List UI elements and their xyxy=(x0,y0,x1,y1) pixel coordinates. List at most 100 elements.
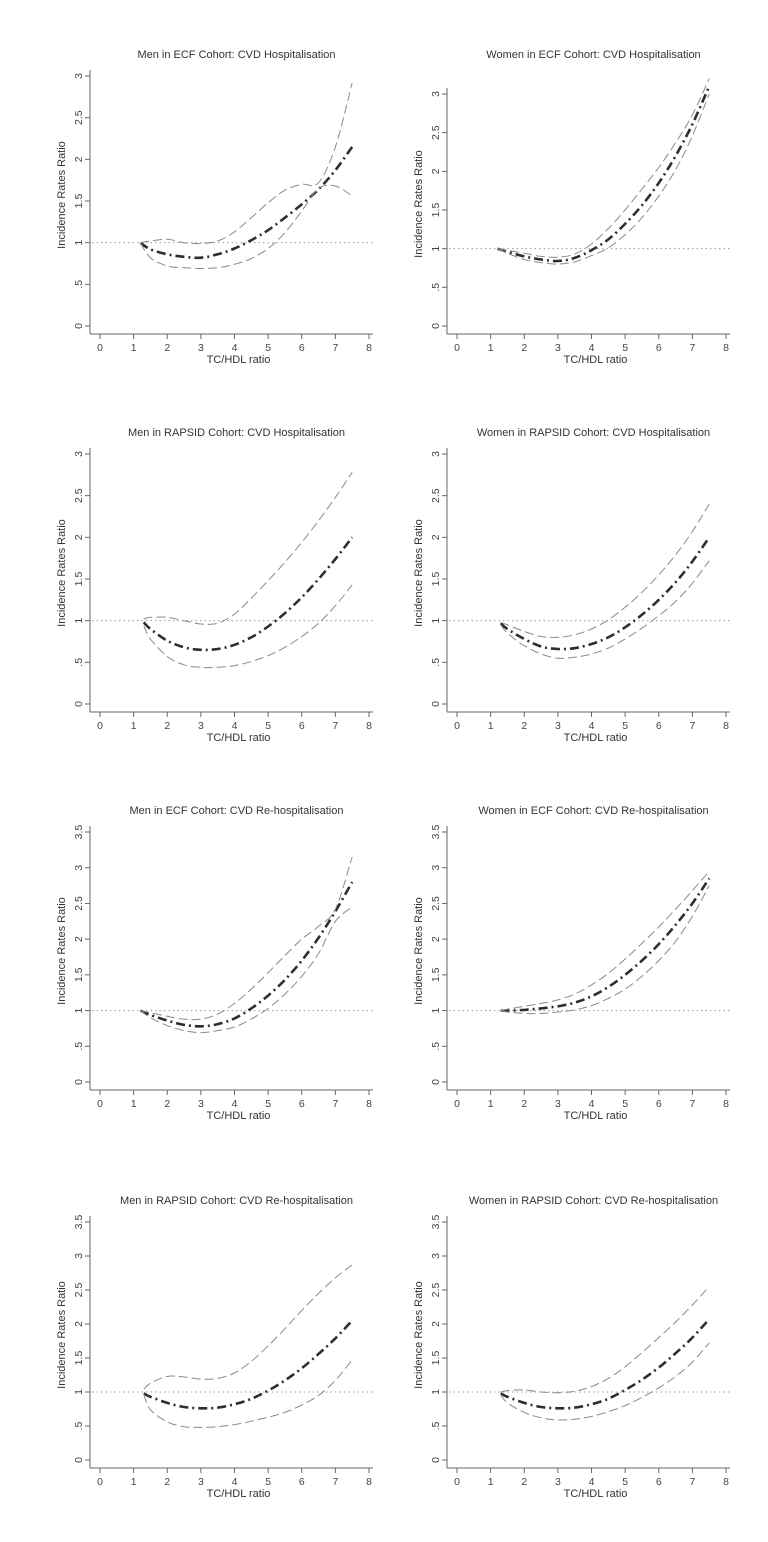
y-tick-label: 2.5 xyxy=(73,1283,85,1298)
y-axis-label: Incidence Rates Ratio xyxy=(56,141,68,249)
x-tick-label: 6 xyxy=(299,720,305,732)
upper-ci-line xyxy=(501,871,710,1010)
x-tick-label: 2 xyxy=(521,720,527,732)
y-tick-label: 2 xyxy=(430,168,442,174)
x-tick-label: 6 xyxy=(656,1476,662,1488)
x-axis-label: TC/HDL ratio xyxy=(207,1488,271,1500)
x-axis-label: TC/HDL ratio xyxy=(564,732,628,744)
lower-ci-line xyxy=(497,94,709,264)
y-tick-label: 1 xyxy=(73,1007,85,1013)
estimate-line xyxy=(501,537,710,649)
y-tick-label: .5 xyxy=(430,283,442,292)
chart-panel-6: Women in ECF Cohort: CVD Re-hospitalisat… xyxy=(413,805,730,1122)
y-axis-label: Incidence Rates Ratio xyxy=(413,150,425,258)
x-tick-label: 6 xyxy=(299,1098,305,1110)
y-tick-label: 3.5 xyxy=(430,1215,442,1230)
y-axis-label: Incidence Rates Ratio xyxy=(56,519,68,627)
upper-ci-line xyxy=(144,472,353,624)
estimate-line xyxy=(140,882,352,1026)
x-tick-label: 1 xyxy=(131,1098,137,1110)
y-tick-label: 1 xyxy=(430,1389,442,1395)
x-tick-label: 1 xyxy=(131,342,137,354)
x-tick-label: 1 xyxy=(131,720,137,732)
chart-panel-2: Women in ECF Cohort: CVD Hospitalisation… xyxy=(413,49,730,366)
y-tick-label: 0 xyxy=(73,1457,85,1463)
y-tick-label: 1.5 xyxy=(430,203,442,218)
x-axis-label: TC/HDL ratio xyxy=(207,732,271,744)
x-tick-label: 8 xyxy=(366,342,372,354)
x-tick-label: 0 xyxy=(97,720,103,732)
upper-ci-line xyxy=(140,83,352,244)
x-tick-label: 0 xyxy=(97,1476,103,1488)
chart-title: Men in ECF Cohort: CVD Hospitalisation xyxy=(137,49,335,61)
chart-title: Men in RAPSID Cohort: CVD Hospitalisatio… xyxy=(128,427,345,439)
x-tick-label: 1 xyxy=(488,720,494,732)
y-tick-label: 1 xyxy=(73,1389,85,1395)
x-tick-label: 5 xyxy=(622,1476,628,1488)
y-tick-label: 1 xyxy=(430,618,442,624)
x-axis-label: TC/HDL ratio xyxy=(564,354,628,366)
y-tick-label: 1 xyxy=(73,618,85,624)
x-tick-label: 1 xyxy=(488,1098,494,1110)
y-tick-label: .5 xyxy=(430,658,442,667)
y-tick-label: 0 xyxy=(430,323,442,329)
y-tick-label: 2.5 xyxy=(73,488,85,503)
x-tick-label: 7 xyxy=(332,1476,338,1488)
estimate-line xyxy=(144,537,353,650)
x-tick-label: 8 xyxy=(366,720,372,732)
lower-ci-line xyxy=(501,561,710,659)
x-tick-label: 7 xyxy=(332,1098,338,1110)
estimate-line xyxy=(501,1319,710,1408)
x-tick-label: 2 xyxy=(164,342,170,354)
y-tick-label: 3 xyxy=(430,865,442,871)
x-tick-label: 1 xyxy=(131,1476,137,1488)
x-tick-label: 4 xyxy=(232,720,238,732)
y-axis-label: Incidence Rates Ratio xyxy=(56,1281,68,1389)
x-tick-label: 0 xyxy=(454,1476,460,1488)
y-tick-label: 2.5 xyxy=(73,896,85,911)
y-tick-label: 3.5 xyxy=(73,1215,85,1230)
x-axis-label: TC/HDL ratio xyxy=(207,1110,271,1122)
upper-ci-line xyxy=(144,1265,353,1390)
lower-ci-line xyxy=(140,907,352,1033)
x-tick-label: 8 xyxy=(723,720,729,732)
y-tick-label: .5 xyxy=(73,1042,85,1051)
x-tick-label: 0 xyxy=(454,720,460,732)
lower-ci-line xyxy=(140,185,352,268)
y-tick-label: 1 xyxy=(73,240,85,246)
y-tick-label: 2 xyxy=(73,534,85,540)
x-tick-label: 3 xyxy=(198,720,204,732)
x-tick-label: 4 xyxy=(589,342,595,354)
x-tick-label: 7 xyxy=(689,1476,695,1488)
x-tick-label: 8 xyxy=(723,1098,729,1110)
y-tick-label: 3 xyxy=(73,451,85,457)
upper-ci-line xyxy=(140,857,352,1020)
y-axis-label: Incidence Rates Ratio xyxy=(413,1281,425,1389)
x-tick-label: 8 xyxy=(366,1476,372,1488)
y-axis-label: Incidence Rates Ratio xyxy=(413,519,425,627)
y-tick-label: 2 xyxy=(430,1321,442,1327)
x-tick-label: 5 xyxy=(265,1098,271,1110)
x-tick-label: 4 xyxy=(589,1476,595,1488)
chart-title: Women in ECF Cohort: CVD Re-hospitalisat… xyxy=(478,805,708,817)
x-tick-label: 8 xyxy=(366,1098,372,1110)
x-tick-label: 7 xyxy=(689,1098,695,1110)
chart-title: Men in RAPSID Cohort: CVD Re-hospitalisa… xyxy=(120,1195,353,1207)
y-tick-label: 3 xyxy=(430,451,442,457)
x-tick-label: 6 xyxy=(299,1476,305,1488)
x-tick-label: 2 xyxy=(164,720,170,732)
y-axis-label: Incidence Rates Ratio xyxy=(413,897,425,1005)
x-tick-label: 4 xyxy=(232,1476,238,1488)
x-tick-label: 0 xyxy=(97,1098,103,1110)
y-axis-label: Incidence Rates Ratio xyxy=(56,897,68,1005)
y-tick-label: 1.5 xyxy=(430,967,442,982)
x-tick-label: 8 xyxy=(723,1476,729,1488)
upper-ci-line xyxy=(501,504,710,637)
x-tick-label: 5 xyxy=(622,720,628,732)
y-tick-label: .5 xyxy=(73,280,85,289)
upper-ci-line xyxy=(497,79,709,258)
y-tick-label: 2 xyxy=(430,936,442,942)
x-tick-label: 5 xyxy=(265,342,271,354)
x-tick-label: 6 xyxy=(299,342,305,354)
